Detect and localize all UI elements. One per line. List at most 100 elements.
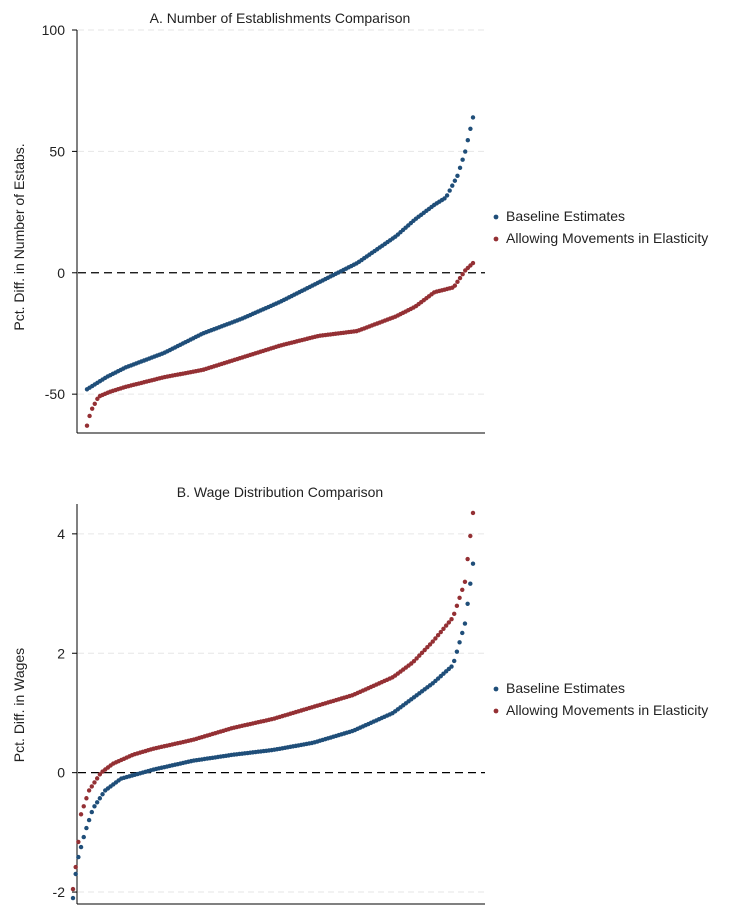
panel-b-series-1-point bbox=[78, 812, 84, 817]
panel-b-grid bbox=[78, 533, 485, 893]
panel-b-series-0-point bbox=[100, 792, 105, 797]
panel-a-series-1-point bbox=[460, 272, 465, 277]
panel-b-series-1-point bbox=[422, 647, 427, 653]
panel-a-series-1-point bbox=[455, 279, 460, 285]
panel-b: B. Wage Distribution Comparison Pct. Dif… bbox=[11, 484, 708, 905]
panel-b-series-0-point bbox=[86, 817, 92, 823]
panel-a-y-tick-label: 50 bbox=[49, 143, 65, 159]
panel-b-series-0-point bbox=[462, 621, 468, 626]
panel-a-series-0-point bbox=[450, 183, 455, 188]
panel-b-series-1-point bbox=[446, 620, 452, 625]
panel-a-series-0-point bbox=[447, 188, 452, 193]
panel-a-series-0-point bbox=[465, 138, 471, 143]
panel-a-series-0-point bbox=[460, 157, 465, 162]
panel-a-y-tick-label: -50 bbox=[45, 386, 65, 402]
panel-b-y-tick-label: 0 bbox=[57, 765, 65, 781]
panel-a-y-ticks: -50 0 50 100 bbox=[42, 22, 77, 402]
panel-b-series-0-point bbox=[465, 601, 470, 606]
panel-b-series-1-point bbox=[465, 556, 470, 562]
panel-b-series-0-point bbox=[449, 664, 454, 669]
panel-b-series-1-point bbox=[443, 623, 449, 628]
panel-b-series-1-point bbox=[462, 579, 468, 584]
panel-a-series-0-point bbox=[470, 115, 476, 120]
panel-b-series-1-point bbox=[86, 788, 92, 793]
panel-b-series-1-point bbox=[76, 839, 81, 845]
panel-a: A. Number of Establishments Comparison P… bbox=[11, 10, 708, 434]
panel-b-series-1-point bbox=[94, 776, 100, 781]
panel-b-legend-marker-0 bbox=[493, 686, 499, 692]
panel-a-y-tick-label: 0 bbox=[57, 265, 65, 281]
panel-b-legend-label-1: Allowing Movements in Elasticity bbox=[506, 702, 708, 718]
panel-a-series-1-point bbox=[84, 423, 90, 428]
panel-a-series-1-point bbox=[87, 413, 92, 419]
panel-a-points bbox=[84, 115, 476, 428]
panel-b-legend-marker-1 bbox=[493, 708, 499, 714]
panel-b-y-tick-label: 4 bbox=[57, 526, 65, 542]
panel-b-series-1-point bbox=[411, 659, 417, 664]
panel-b-series-1-point bbox=[417, 653, 422, 658]
panel-b-title: B. Wage Distribution Comparison bbox=[177, 484, 383, 500]
panel-a-series-1-point bbox=[95, 396, 100, 402]
panel-b-y-axis-label: Pct. Diff. in Wages bbox=[11, 648, 27, 762]
panel-b-legend-label-0: Baseline Estimates bbox=[506, 680, 625, 696]
panel-b-series-1-point bbox=[92, 780, 97, 785]
panel-a-y-tick-label: 100 bbox=[42, 22, 66, 38]
panel-a-series-1-point bbox=[470, 260, 476, 266]
panel-b-series-1-point bbox=[449, 616, 454, 622]
panel-b-series-0-point bbox=[70, 895, 76, 901]
panel-a-series-1-point bbox=[89, 406, 95, 411]
panel-a-series-0-point bbox=[463, 149, 468, 154]
panel-b-series-0-point bbox=[92, 804, 97, 809]
panel-b-series-1-point bbox=[70, 886, 76, 892]
panel-b-series-1-point bbox=[73, 864, 78, 870]
panel-b-series-1-point bbox=[433, 636, 438, 641]
panel-b-y-ticks: -2 0 2 4 bbox=[53, 526, 77, 900]
panel-b-series-1-point bbox=[460, 587, 465, 592]
panel-b-series-1-point bbox=[97, 772, 103, 777]
panel-a-legend-label-0: Baseline Estimates bbox=[506, 208, 625, 224]
panel-b-series-1-point bbox=[457, 595, 462, 600]
panel-b-series-1-point bbox=[414, 656, 419, 661]
panel-b-series-1-point bbox=[425, 645, 430, 650]
panel-a-series-1-point bbox=[457, 275, 463, 281]
panel-b-series-1-point bbox=[84, 796, 89, 801]
panel-b-series-0-point bbox=[76, 854, 81, 860]
panel-b-series-1-point bbox=[435, 633, 441, 638]
panel-b-series-0-point bbox=[468, 581, 473, 586]
panel-b-series-1-point bbox=[468, 533, 473, 539]
panel-b-y-tick-label: 2 bbox=[57, 645, 65, 661]
panel-b-series-1-point bbox=[81, 804, 86, 809]
panel-a-series-0-point bbox=[455, 173, 460, 179]
panel-b-series-0-point bbox=[460, 630, 465, 636]
panel-b-series-0-point bbox=[94, 800, 100, 805]
panel-a-series-0-point bbox=[444, 193, 450, 198]
panel-b-series-0-point bbox=[452, 658, 457, 664]
panel-b-series-1-point bbox=[452, 611, 457, 617]
panel-b-series-0-point bbox=[97, 796, 103, 801]
panel-a-series-0-point bbox=[452, 178, 458, 183]
panel-b-series-0-point bbox=[457, 640, 462, 645]
panel-b-series-0-point bbox=[470, 561, 476, 566]
panel-b-series-1-point bbox=[89, 784, 94, 789]
panel-a-legend: Baseline Estimates Allowing Movements in … bbox=[493, 208, 708, 246]
panel-a-grid bbox=[78, 29, 485, 395]
panel-a-y-axis-label: Pct. Diff. in Number of Estabs. bbox=[11, 143, 27, 330]
panel-a-series-0-point bbox=[442, 196, 447, 201]
panel-b-series-1-point bbox=[419, 650, 425, 656]
panel-a-legend-marker-1 bbox=[493, 236, 499, 242]
panel-a-title: A. Number of Establishments Comparison bbox=[150, 10, 411, 26]
panel-b-series-0-point bbox=[81, 834, 86, 840]
panel-b-legend: Baseline Estimates Allowing Movements in … bbox=[493, 680, 708, 718]
panel-b-series-0-point bbox=[454, 649, 460, 654]
panel-b-series-1-point bbox=[441, 626, 446, 632]
panel-b-series-1-point bbox=[470, 510, 476, 516]
panel-a-series-0-point bbox=[457, 165, 463, 171]
panel-a-series-1-point bbox=[92, 401, 97, 406]
panel-b-series-0-point bbox=[84, 825, 89, 831]
panel-b-series-1-point bbox=[430, 639, 435, 644]
panel-a-legend-marker-0 bbox=[493, 214, 499, 220]
panel-b-series-0-point bbox=[73, 871, 78, 877]
panel-b-points bbox=[70, 510, 476, 901]
panel-a-legend-label-1: Allowing Movements in Elasticity bbox=[506, 230, 708, 246]
